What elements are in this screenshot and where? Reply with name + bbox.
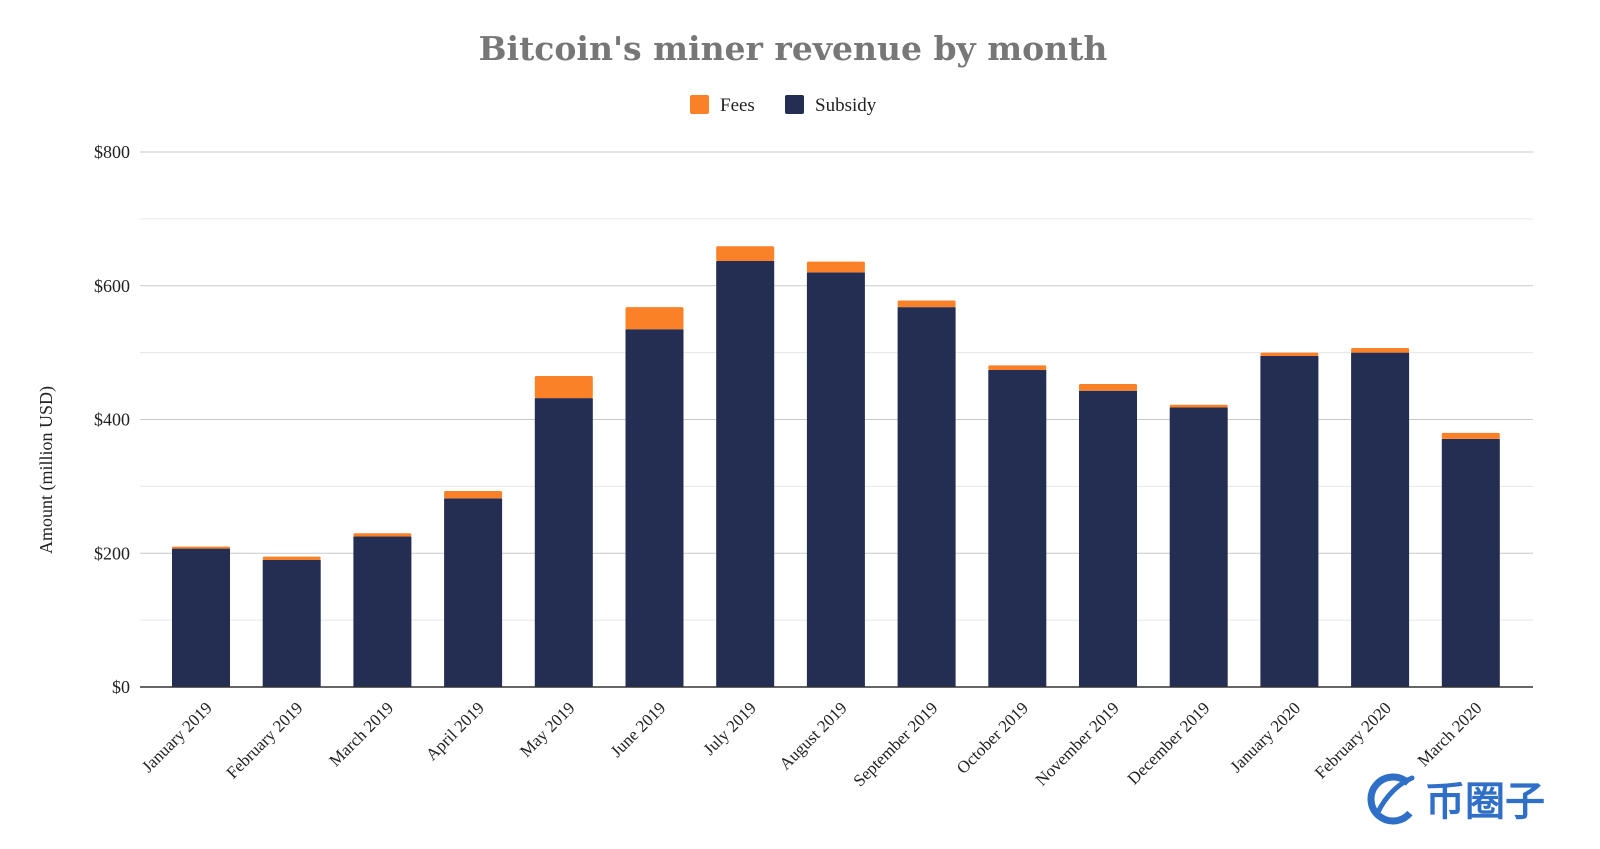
bar-fees[interactable] <box>172 546 230 549</box>
bar-fees[interactable] <box>716 246 775 262</box>
x-tick-label: January 2019 <box>138 698 216 776</box>
y-tick-label: $0 <box>112 677 130 697</box>
y-tick-label: $800 <box>94 142 130 162</box>
bar-subsidy[interactable] <box>353 536 412 687</box>
x-tick-label: July 2019 <box>700 698 761 759</box>
bar-fees[interactable] <box>1441 432 1500 439</box>
bar-fees[interactable] <box>353 533 412 537</box>
x-tick-label: June 2019 <box>607 698 670 761</box>
x-axis-ticks: January 2019 February 2019 March 2019 April… <box>138 698 1486 790</box>
bar-fees[interactable] <box>806 261 865 273</box>
bar-subsidy[interactable] <box>1351 352 1410 687</box>
bar-fees[interactable] <box>1351 347 1410 353</box>
x-tick-label: December 2019 <box>1124 698 1214 788</box>
bar-fees[interactable] <box>625 307 684 330</box>
x-tick-label: February 2019 <box>223 698 307 782</box>
bar-fees[interactable] <box>262 556 321 560</box>
legend-label-fees: Fees <box>720 95 755 116</box>
x-tick-label: May 2019 <box>516 698 579 761</box>
bar-fees[interactable] <box>897 300 956 308</box>
legend-label-subsidy: Subsidy <box>815 95 877 116</box>
x-tick-label: August 2019 <box>776 698 851 773</box>
x-tick-label: April 2019 <box>422 698 488 764</box>
bar-subsidy[interactable] <box>1441 438 1500 687</box>
bars <box>172 246 1500 687</box>
chart-title: Bitcoin's miner revenue by month <box>479 29 1108 68</box>
legend-swatch-subsidy <box>785 95 804 114</box>
bar-fees[interactable] <box>534 376 593 399</box>
legend: Fees Subsidy <box>690 95 877 116</box>
bar-subsidy[interactable] <box>262 559 321 687</box>
legend-item-subsidy[interactable]: Subsidy <box>785 95 877 116</box>
bar-fees[interactable] <box>1169 404 1228 408</box>
y-axis-ticks: $0 $200 $400 $600 $800 <box>94 142 130 697</box>
y-tick-label: $400 <box>94 410 130 430</box>
bar-subsidy[interactable] <box>897 307 956 687</box>
bar-fees[interactable] <box>988 365 1047 371</box>
bar-fees[interactable] <box>444 491 503 499</box>
x-tick-label: November 2019 <box>1032 698 1123 789</box>
bar-subsidy[interactable] <box>172 548 230 687</box>
bar-fees[interactable] <box>1079 384 1137 391</box>
y-tick-label: $200 <box>94 543 130 563</box>
bar-subsidy[interactable] <box>625 329 684 687</box>
watermark: 币圈子 <box>1367 773 1545 825</box>
bar-fees[interactable] <box>1260 352 1319 356</box>
bar-subsidy[interactable] <box>444 498 503 687</box>
legend-item-fees[interactable]: Fees <box>690 95 755 116</box>
bar-subsidy[interactable] <box>534 398 593 687</box>
bar-subsidy[interactable] <box>1260 355 1319 687</box>
bar-subsidy[interactable] <box>1079 390 1137 687</box>
bar-subsidy[interactable] <box>988 370 1047 687</box>
bar-subsidy[interactable] <box>716 261 775 687</box>
bar-subsidy[interactable] <box>806 272 865 687</box>
bar-subsidy[interactable] <box>1169 407 1228 687</box>
x-tick-label: October 2019 <box>953 698 1032 777</box>
x-tick-label: January 2020 <box>1226 698 1304 776</box>
x-tick-label: February 2020 <box>1311 698 1395 782</box>
coin-logo-icon <box>1367 773 1419 825</box>
x-tick-label: September 2019 <box>850 698 942 790</box>
watermark-text: 币圈子 <box>1425 779 1545 825</box>
y-axis-label: Amount (million USD) <box>36 386 57 554</box>
y-tick-label: $600 <box>94 276 130 296</box>
x-tick-label: March 2019 <box>325 698 397 770</box>
legend-swatch-fees <box>690 95 709 114</box>
x-tick-label: March 2020 <box>1414 698 1486 770</box>
